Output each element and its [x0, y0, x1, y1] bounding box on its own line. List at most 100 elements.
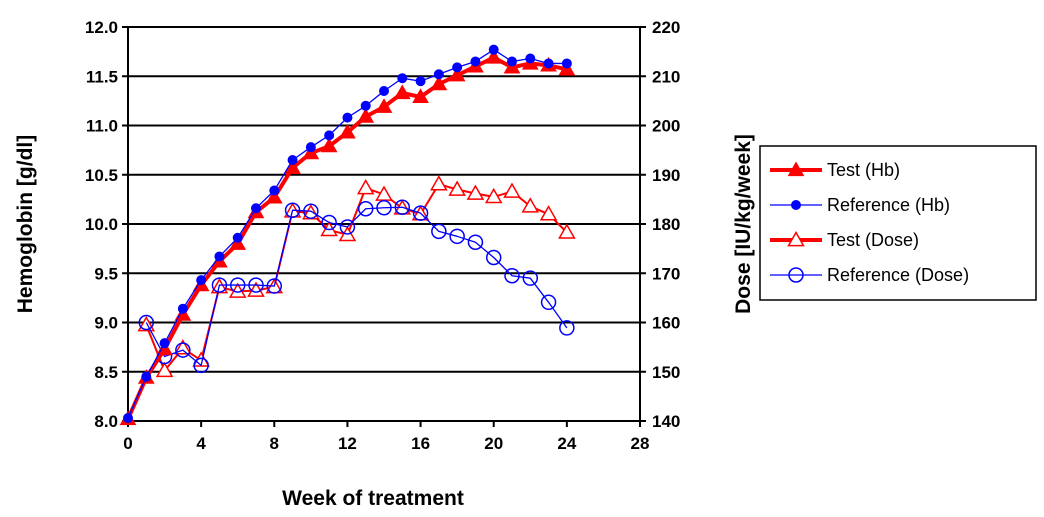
data-point [379, 86, 389, 97]
legend-marker [788, 267, 804, 283]
data-point [305, 142, 316, 153]
data-point [488, 44, 499, 55]
data-point [394, 199, 411, 216]
data-point [485, 49, 503, 64]
legend-label: Test (Dose) [827, 230, 919, 250]
data-point [452, 62, 463, 73]
y2-tick-label: 220 [652, 18, 680, 37]
data-point [484, 187, 503, 204]
x-tick-label: 0 [123, 434, 132, 453]
y2-tick-label: 170 [652, 264, 680, 283]
x-tick-label: 28 [631, 434, 650, 453]
y-tick-label: 8.5 [94, 363, 118, 382]
data-point [503, 182, 521, 198]
legend-label: Test (Hb) [827, 160, 900, 180]
tick-labels: 8.0 8.5 9.0 9.5 10.0 10.5 11.0 11.5 12.0 140 150 16… [85, 18, 680, 453]
x-tick-label: 16 [411, 434, 430, 453]
data-point [448, 180, 466, 196]
y-tick-label: 10.0 [85, 215, 118, 234]
data-point [284, 202, 301, 218]
y-tick-label: 11.0 [86, 117, 118, 136]
data-point [561, 58, 572, 69]
x-tick-label: 20 [484, 434, 503, 453]
data-point [504, 267, 520, 284]
data-point [155, 361, 174, 378]
data-point [232, 232, 243, 243]
data-point [138, 314, 155, 331]
data-point [196, 275, 207, 286]
data-point [431, 223, 447, 240]
data-point [466, 184, 485, 200]
y-tick-label: 9.0 [94, 314, 118, 333]
y-tick-label: 9.5 [94, 264, 118, 283]
data-point [376, 199, 392, 216]
data-point [449, 228, 465, 245]
data-point [559, 320, 575, 336]
data-point [525, 53, 536, 64]
data-point [539, 205, 558, 221]
y2-tick-label: 140 [652, 412, 680, 431]
y2-tick-label: 180 [652, 215, 680, 234]
data-point [324, 130, 335, 141]
y2-tick-label: 210 [652, 67, 680, 86]
data-point [430, 175, 448, 191]
data-point [342, 112, 353, 123]
data-point [248, 277, 264, 293]
data-point [303, 203, 319, 219]
data-point [433, 69, 444, 80]
data-point [522, 270, 539, 286]
data-point [360, 100, 371, 111]
data-point [159, 338, 170, 349]
data-point [357, 108, 375, 123]
x-tick-label: 12 [338, 434, 357, 453]
y2-tick-label: 160 [652, 314, 680, 333]
x-tick-label: 4 [196, 434, 206, 453]
data-point [540, 294, 557, 311]
data-point [357, 200, 374, 217]
data-point [229, 277, 246, 293]
data-point [123, 413, 133, 424]
y2-tick-label: 150 [652, 363, 680, 382]
legend-label: Reference (Dose) [827, 265, 969, 285]
y-tick-label: 8.0 [94, 412, 118, 431]
data-point [175, 342, 191, 358]
data-point [448, 66, 466, 82]
data-point [397, 73, 408, 84]
y2-axis-title: Dose [IU/kg/week] [732, 134, 755, 314]
data-point [412, 205, 429, 221]
series-line [145, 206, 568, 366]
gridlines [128, 26, 640, 422]
data-point [543, 58, 554, 69]
data-point [339, 123, 356, 139]
legend-marker [787, 230, 805, 247]
y2-tick-label: 190 [652, 166, 680, 185]
data-point [266, 278, 283, 294]
data-point [507, 56, 517, 67]
data-point [265, 188, 283, 204]
y-tick-label: 12.0 [85, 18, 118, 37]
y-tick-label: 11.5 [86, 67, 118, 86]
data-point [251, 203, 261, 214]
data-point [467, 234, 484, 250]
data-point [356, 179, 375, 195]
data-point [137, 315, 156, 332]
data-point [247, 281, 265, 297]
plot-area [119, 44, 576, 426]
series-reference-hb [123, 44, 572, 424]
data-point [174, 339, 192, 355]
legend-label: Reference (Hb) [827, 195, 950, 215]
data-point [558, 223, 576, 239]
x-tick-label: 8 [270, 434, 279, 453]
x-axis-title: Week of treatment [282, 487, 464, 510]
data-point [177, 303, 188, 314]
legend-marker [791, 200, 801, 210]
data-point [393, 84, 411, 100]
data-point [269, 185, 280, 196]
data-point [141, 371, 152, 382]
data-point [485, 249, 502, 266]
legend-marker [787, 161, 805, 177]
x-tick-label: 24 [557, 434, 576, 453]
data-point [193, 357, 209, 374]
legend: Test (Hb) Reference (Hb) Test (Dose) Refere… [759, 145, 1037, 301]
data-point [214, 251, 225, 262]
